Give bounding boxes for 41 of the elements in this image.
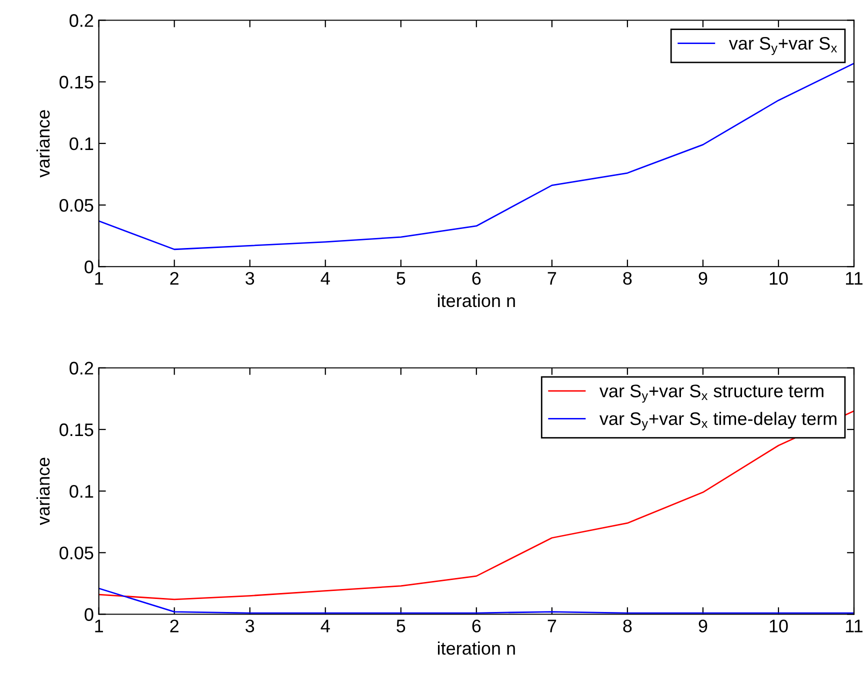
x-tick-label: 6 xyxy=(472,620,481,632)
x-tick-label: 1 xyxy=(95,272,103,285)
x-tick-label: 10 xyxy=(770,272,788,285)
y-tick-label: 0.15 xyxy=(60,76,94,89)
x-tick-label: 7 xyxy=(548,272,556,285)
x-axis-title: iteration n xyxy=(438,294,515,308)
x-tick-label: 1 xyxy=(95,620,103,632)
x-tick-label: 8 xyxy=(623,620,632,632)
y-tick-label: 0.15 xyxy=(60,423,94,436)
y-axis-title: variance xyxy=(36,458,50,526)
x-tick-label: 7 xyxy=(548,620,556,632)
y-tick-label: 0.2 xyxy=(70,362,94,375)
x-tick-label: 9 xyxy=(698,620,708,632)
x-tick-label: 4 xyxy=(320,272,330,285)
y-tick-label: 0.1 xyxy=(70,484,94,498)
x-tick-label: 3 xyxy=(246,620,254,632)
x-axis-title: iteration n xyxy=(438,642,515,655)
x-tick-label: 5 xyxy=(396,620,406,632)
x-tick-label: 9 xyxy=(698,272,708,285)
x-tick-label: 5 xyxy=(396,272,406,285)
y-tick-label: 0.05 xyxy=(60,198,94,212)
legend-label: var S$_{y}$+var S$_{x}$ structure term xyxy=(599,384,824,403)
line-series xyxy=(98,62,854,250)
y-tick-label: 0 xyxy=(84,608,94,621)
x-tick-label: 11 xyxy=(846,272,862,285)
line-series xyxy=(98,410,854,600)
y-tick-label: 0.1 xyxy=(70,137,94,150)
x-tick-label: 2 xyxy=(170,272,178,285)
x-tick-label: 6 xyxy=(472,272,481,285)
y-axis-title: variance xyxy=(36,110,50,178)
x-tick-label: 11 xyxy=(846,620,862,632)
y-tick-label: 0.05 xyxy=(60,546,94,560)
legend-label: var S$_{y}$+var S$_{x}$ time-delay term xyxy=(599,412,836,430)
x-tick-label: 10 xyxy=(770,620,788,632)
x-tick-label: 4 xyxy=(320,620,330,632)
x-tick-label: 2 xyxy=(170,620,178,632)
y-tick-label: 0 xyxy=(84,260,94,274)
legend-label: var S$_{y}$+var S$_{x}$ xyxy=(728,36,838,56)
y-tick-label: 0.2 xyxy=(70,14,94,27)
x-tick-label: 8 xyxy=(623,272,632,285)
x-tick-label: 3 xyxy=(246,272,254,285)
